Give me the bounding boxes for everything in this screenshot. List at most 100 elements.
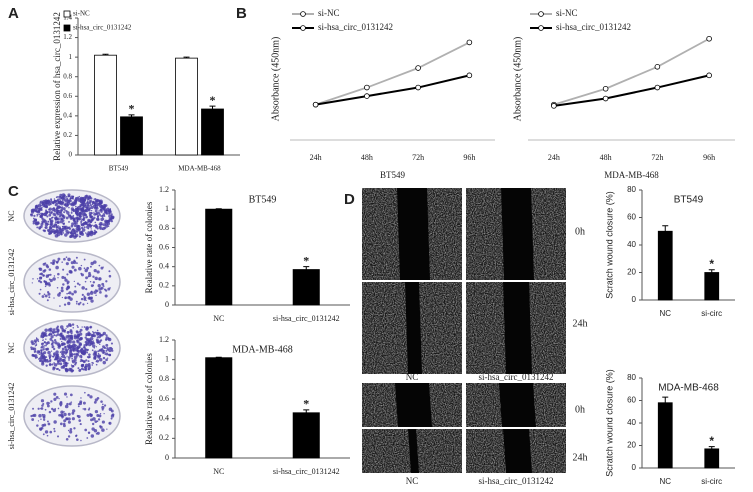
x-axis-label: BT549 bbox=[380, 170, 406, 180]
colony bbox=[49, 430, 53, 434]
colony bbox=[70, 230, 73, 233]
colony bbox=[64, 351, 68, 355]
colony bbox=[70, 261, 74, 265]
colony bbox=[73, 201, 77, 205]
colony bbox=[66, 282, 69, 285]
colony bbox=[38, 227, 41, 230]
colony bbox=[79, 207, 84, 211]
colony bbox=[80, 439, 82, 442]
y-tick-label: 0.6 bbox=[63, 92, 72, 100]
colony bbox=[57, 195, 59, 198]
y-tick-label: 80 bbox=[627, 185, 636, 194]
colony bbox=[87, 393, 90, 397]
colony bbox=[96, 335, 98, 337]
colony bbox=[86, 210, 88, 212]
colony bbox=[48, 283, 51, 287]
colony bbox=[89, 336, 94, 341]
colony bbox=[79, 328, 83, 332]
colony bbox=[53, 275, 56, 277]
colony bbox=[48, 410, 52, 414]
colony bbox=[53, 358, 56, 361]
colony bbox=[46, 434, 49, 437]
colony bbox=[69, 235, 72, 239]
colony bbox=[57, 407, 60, 410]
colony bbox=[60, 198, 62, 200]
colony bbox=[36, 356, 39, 359]
colony bbox=[38, 353, 41, 356]
colony bbox=[80, 232, 85, 236]
colony bbox=[55, 196, 58, 199]
y-tick-label: 1.4 bbox=[63, 14, 72, 22]
colony bbox=[67, 334, 71, 338]
colony bbox=[62, 207, 66, 211]
colony bbox=[80, 356, 83, 359]
y-tick-label: 80 bbox=[627, 373, 636, 382]
colony bbox=[84, 205, 88, 209]
x-axis-label: MDA-MB-468 bbox=[604, 170, 659, 180]
colony bbox=[108, 407, 113, 412]
colony bbox=[77, 326, 79, 328]
bar bbox=[201, 108, 224, 156]
legend-swatch bbox=[63, 10, 71, 18]
colony bbox=[75, 256, 78, 259]
colony bbox=[105, 343, 109, 347]
colony bbox=[71, 365, 74, 368]
colony bbox=[87, 356, 90, 359]
colony bbox=[89, 291, 94, 295]
colony bbox=[46, 276, 48, 278]
colony bbox=[99, 343, 101, 346]
colony bbox=[43, 280, 46, 283]
colony bbox=[80, 226, 84, 230]
colony bbox=[42, 418, 46, 421]
colony bbox=[58, 344, 62, 348]
colony bbox=[87, 331, 91, 335]
colony bbox=[70, 211, 73, 214]
colony bbox=[32, 278, 34, 280]
point bbox=[706, 72, 712, 79]
colony bbox=[44, 282, 48, 285]
colony bbox=[59, 337, 62, 340]
colony bbox=[89, 220, 92, 224]
colony bbox=[105, 280, 108, 283]
colony bbox=[82, 408, 85, 410]
colony bbox=[83, 326, 86, 328]
colony bbox=[72, 340, 76, 344]
colony bbox=[95, 230, 98, 233]
colony bbox=[110, 218, 113, 220]
colony bbox=[65, 327, 67, 330]
colony bbox=[76, 325, 78, 327]
colony bbox=[69, 216, 73, 220]
colony bbox=[49, 363, 52, 366]
colony bbox=[76, 262, 78, 265]
colony bbox=[41, 424, 45, 428]
error-bar bbox=[102, 53, 109, 56]
colony bbox=[77, 210, 80, 213]
colony bbox=[73, 343, 77, 347]
colony bbox=[106, 357, 109, 359]
colony bbox=[94, 206, 97, 209]
colony bbox=[57, 277, 59, 279]
colony bbox=[50, 350, 53, 352]
colony bbox=[108, 422, 111, 425]
colony bbox=[56, 330, 60, 334]
colony bbox=[92, 284, 94, 286]
colony bbox=[47, 273, 50, 277]
panel-letter: D bbox=[344, 191, 355, 208]
colony bbox=[64, 296, 68, 300]
x-tick-label: 24h bbox=[310, 153, 322, 162]
x-tick-label: 72h bbox=[651, 153, 663, 162]
colony bbox=[48, 296, 51, 299]
legend-point bbox=[538, 25, 544, 31]
colony bbox=[80, 397, 82, 399]
image-label: si-hsa_circ_0131242 bbox=[479, 372, 554, 382]
colony bbox=[61, 347, 65, 351]
colony bbox=[87, 198, 90, 201]
x-tick-label: si-circ bbox=[701, 477, 722, 486]
significance: * bbox=[709, 434, 714, 448]
colony bbox=[51, 355, 54, 358]
colony bbox=[84, 391, 86, 394]
colony bbox=[45, 338, 47, 340]
colony bbox=[85, 221, 88, 224]
colony bbox=[91, 349, 94, 352]
colony bbox=[41, 362, 45, 366]
